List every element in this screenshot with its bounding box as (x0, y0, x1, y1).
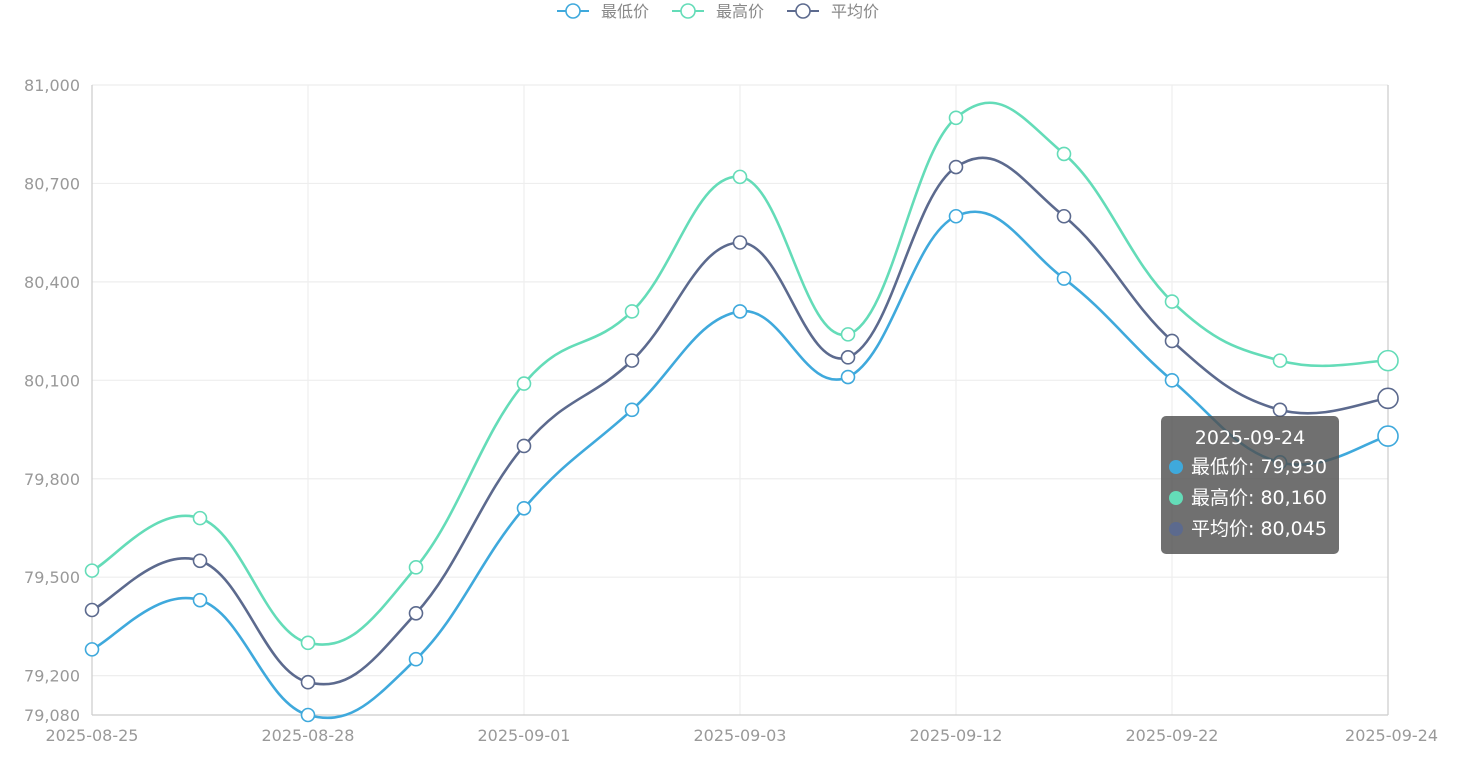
series-lines (84, 101, 1399, 723)
tooltip-dot-low (1169, 460, 1183, 474)
data-point[interactable] (1272, 353, 1288, 368)
data-point[interactable] (408, 605, 424, 621)
data-point[interactable] (948, 110, 964, 126)
legend-marker-icon (565, 3, 581, 19)
data-point[interactable] (948, 208, 964, 224)
data-point[interactable] (1377, 349, 1399, 372)
tooltip-label-low: 最低价: 79,930 (1191, 456, 1327, 478)
data-point[interactable] (840, 327, 856, 342)
legend[interactable]: 最低价 最高价 平均价 (557, 2, 879, 21)
data-point[interactable] (624, 353, 640, 368)
data-point[interactable] (1377, 425, 1399, 447)
data-point[interactable] (840, 369, 856, 385)
data-point[interactable] (192, 510, 208, 526)
series-avg (84, 156, 1399, 690)
x-tick-label: 2025-09-03 (694, 726, 787, 745)
data-point[interactable] (1377, 387, 1399, 410)
data-point[interactable] (300, 707, 316, 723)
tooltip-row-high: 最高价: 80,160 (1169, 483, 1331, 514)
legend-marker-icon (795, 3, 811, 19)
data-point[interactable] (300, 674, 316, 690)
tooltip-dot-avg (1169, 522, 1183, 536)
data-point[interactable] (516, 438, 532, 454)
x-tick-label: 2025-09-24 (1345, 726, 1438, 745)
data-point[interactable] (408, 651, 424, 667)
y-tick-label: 79,080 (24, 706, 80, 725)
y-tick-label: 80,100 (24, 371, 80, 390)
data-point[interactable] (84, 563, 100, 578)
legend-label: 平均价 (831, 2, 879, 21)
data-point[interactable] (300, 635, 316, 651)
data-point[interactable] (84, 602, 100, 618)
y-tick-label: 81,000 (24, 76, 80, 95)
data-point[interactable] (516, 500, 532, 516)
tooltip-row-avg: 平均价: 80,045 (1169, 514, 1331, 545)
data-point[interactable] (840, 350, 856, 365)
data-point[interactable] (516, 376, 532, 391)
data-point[interactable] (732, 304, 748, 319)
x-tick-label: 2025-08-28 (262, 726, 355, 745)
tooltip-dot-high (1169, 491, 1183, 505)
data-point[interactable] (84, 642, 100, 657)
data-point[interactable] (408, 560, 424, 575)
tooltip-row-low: 最低价: 79,930 (1169, 452, 1331, 483)
y-tick-label: 80,400 (24, 273, 80, 292)
data-point[interactable] (1272, 402, 1288, 418)
x-tick-label: 2025-09-12 (910, 726, 1003, 745)
data-point[interactable] (1056, 146, 1072, 162)
legend-label: 最低价 (601, 2, 649, 21)
data-point[interactable] (624, 304, 640, 319)
legend-item-high[interactable]: 最高价 (672, 2, 764, 21)
data-point[interactable] (192, 592, 208, 608)
tooltip-label-high: 最高价: 80,160 (1191, 487, 1327, 509)
data-point[interactable] (948, 159, 964, 175)
x-tick-label: 2025-08-25 (46, 726, 139, 745)
y-tick-label: 79,500 (24, 568, 80, 587)
x-tick-label: 2025-09-01 (478, 726, 571, 745)
tooltip-label-avg: 平均价: 80,045 (1191, 518, 1327, 540)
legend-item-avg[interactable]: 平均价 (787, 2, 879, 21)
data-point[interactable] (1164, 373, 1180, 388)
data-point[interactable] (1056, 208, 1072, 224)
legend-marker-icon (680, 3, 696, 19)
data-point[interactable] (1164, 333, 1180, 349)
data-point[interactable] (624, 402, 640, 418)
tooltip-title: 2025-09-24 (1194, 427, 1306, 449)
legend-label: 最高价 (716, 2, 764, 21)
data-point[interactable] (192, 553, 208, 569)
data-point[interactable] (732, 235, 748, 250)
y-tick-label: 79,800 (24, 470, 80, 489)
series-high (84, 101, 1399, 651)
tooltip: 2025-09-24 最低价: 79,930 最高价: 80,160 平均价: … (1161, 416, 1339, 554)
data-point[interactable] (1164, 294, 1180, 309)
data-point[interactable] (732, 169, 748, 185)
y-tick-label: 80,700 (24, 174, 80, 193)
y-tick-label: 79,200 (24, 667, 80, 686)
x-tick-label: 2025-09-22 (1126, 726, 1219, 745)
legend-item-low[interactable]: 最低价 (557, 2, 649, 21)
data-point[interactable] (1056, 271, 1072, 286)
